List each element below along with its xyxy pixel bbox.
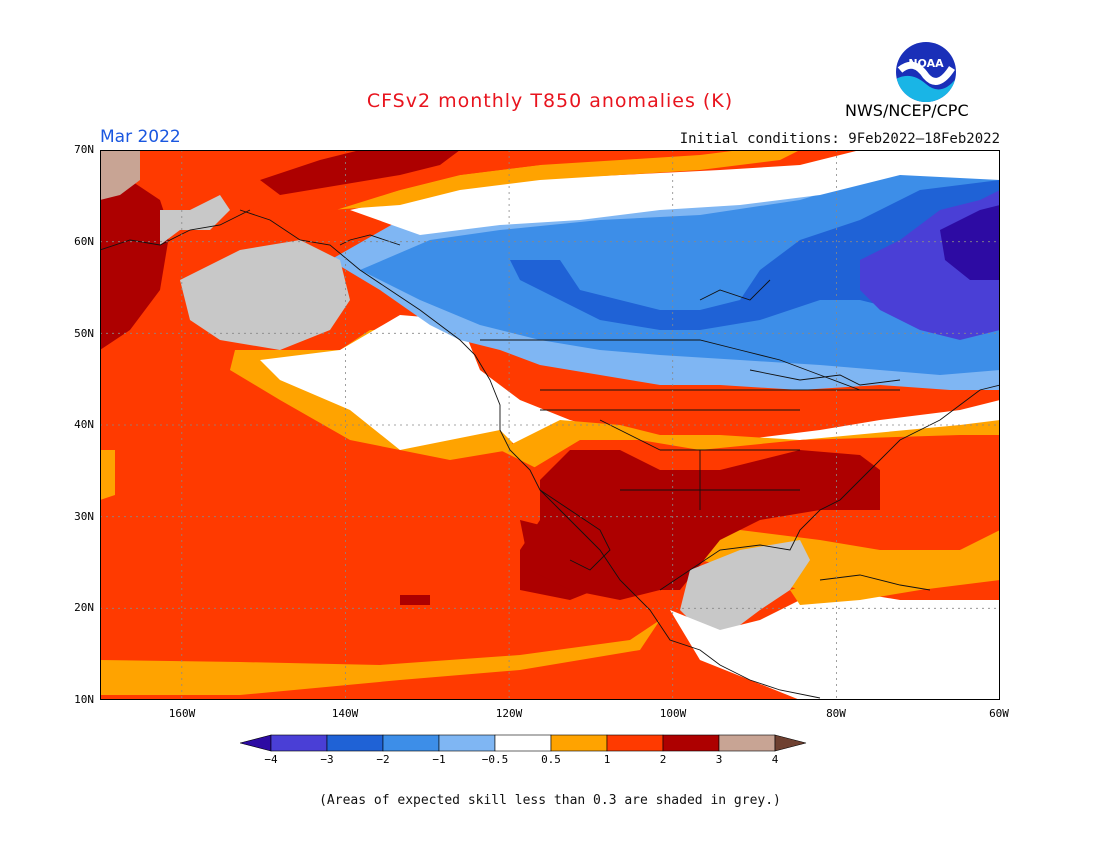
lon-label: 60W [989,707,1009,720]
color-bar-cell [438,734,496,752]
orange-band-west [100,450,115,500]
color-bar-cell [494,734,552,752]
color-bar-cell [382,734,440,752]
grey-gulf [680,540,810,640]
color-bar-label: 3 [715,753,723,766]
color-bar-cell [326,734,384,752]
grey-alaska-coast [160,195,230,245]
orange-band-south-2 [240,620,660,695]
grey-north-pacific [180,240,350,350]
lon-label: 80W [826,707,846,720]
darkred-alaska [100,180,170,350]
color-bar-label: −1 [432,753,446,766]
lon-label: 100W [659,707,687,720]
color-bar-label: −2 [376,753,390,766]
darkpurple-labrador [940,205,1000,280]
lat-label: 30N [74,510,94,523]
lat-label: 10N [74,693,94,706]
color-bar-label: −4 [264,753,278,766]
color-bar-label: −0.5 [481,753,509,766]
color-bar-arrow-low [240,734,272,752]
lat-label: 60N [74,235,94,248]
lat-label: 40N [74,418,94,431]
anomaly-map [100,150,1000,700]
color-bar-cell [718,734,776,752]
color-bar-cell [606,734,664,752]
initial-conditions: Initial conditions: 9Feb2022–18Feb2022 [679,131,1000,147]
orange-arctic [330,150,800,210]
color-bar-label: 1 [603,753,611,766]
orange-band-south [100,660,240,695]
lon-label: 120W [495,707,523,720]
graticule [100,150,1000,700]
lat-label: 50N [74,327,94,340]
red-arctic [250,150,580,215]
darkred-hawaii [400,595,430,605]
lat-label: 20N [74,601,94,614]
color-bar-label: −3 [320,753,334,766]
color-bar [240,734,807,752]
color-bar-label: 4 [771,753,779,766]
white-zone-west [260,315,1000,460]
color-bar-label: 2 [659,753,667,766]
lat-label: 70N [74,143,94,156]
mid-blue-canada [360,160,1000,375]
forecast-month: Mar 2022 [100,127,181,147]
darkred-mexico [520,520,660,600]
skill-footnote: (Areas of expected skill less than 0.3 a… [319,793,781,808]
map-title: CFSv2 monthly T850 anomalies (K) [366,90,734,112]
agency-label: NWS/NCEP/CPC [845,101,969,120]
orange-caribbean [790,540,1000,605]
white-central-america [670,590,1000,700]
color-bar-arrow-high [774,734,807,752]
tan-bering [100,150,140,200]
lon-label: 140W [331,707,359,720]
color-bar-cell [270,734,328,752]
darkred-arctic [260,150,460,195]
color-bar-cell [550,734,608,752]
white-arctic [350,150,1000,235]
color-bar-label: 0.5 [541,753,561,766]
color-bar-cell [662,734,720,752]
noaa-logo-icon: NOAA [896,42,956,102]
lon-label: 160W [168,707,196,720]
logo-text: NOAA [908,57,944,70]
